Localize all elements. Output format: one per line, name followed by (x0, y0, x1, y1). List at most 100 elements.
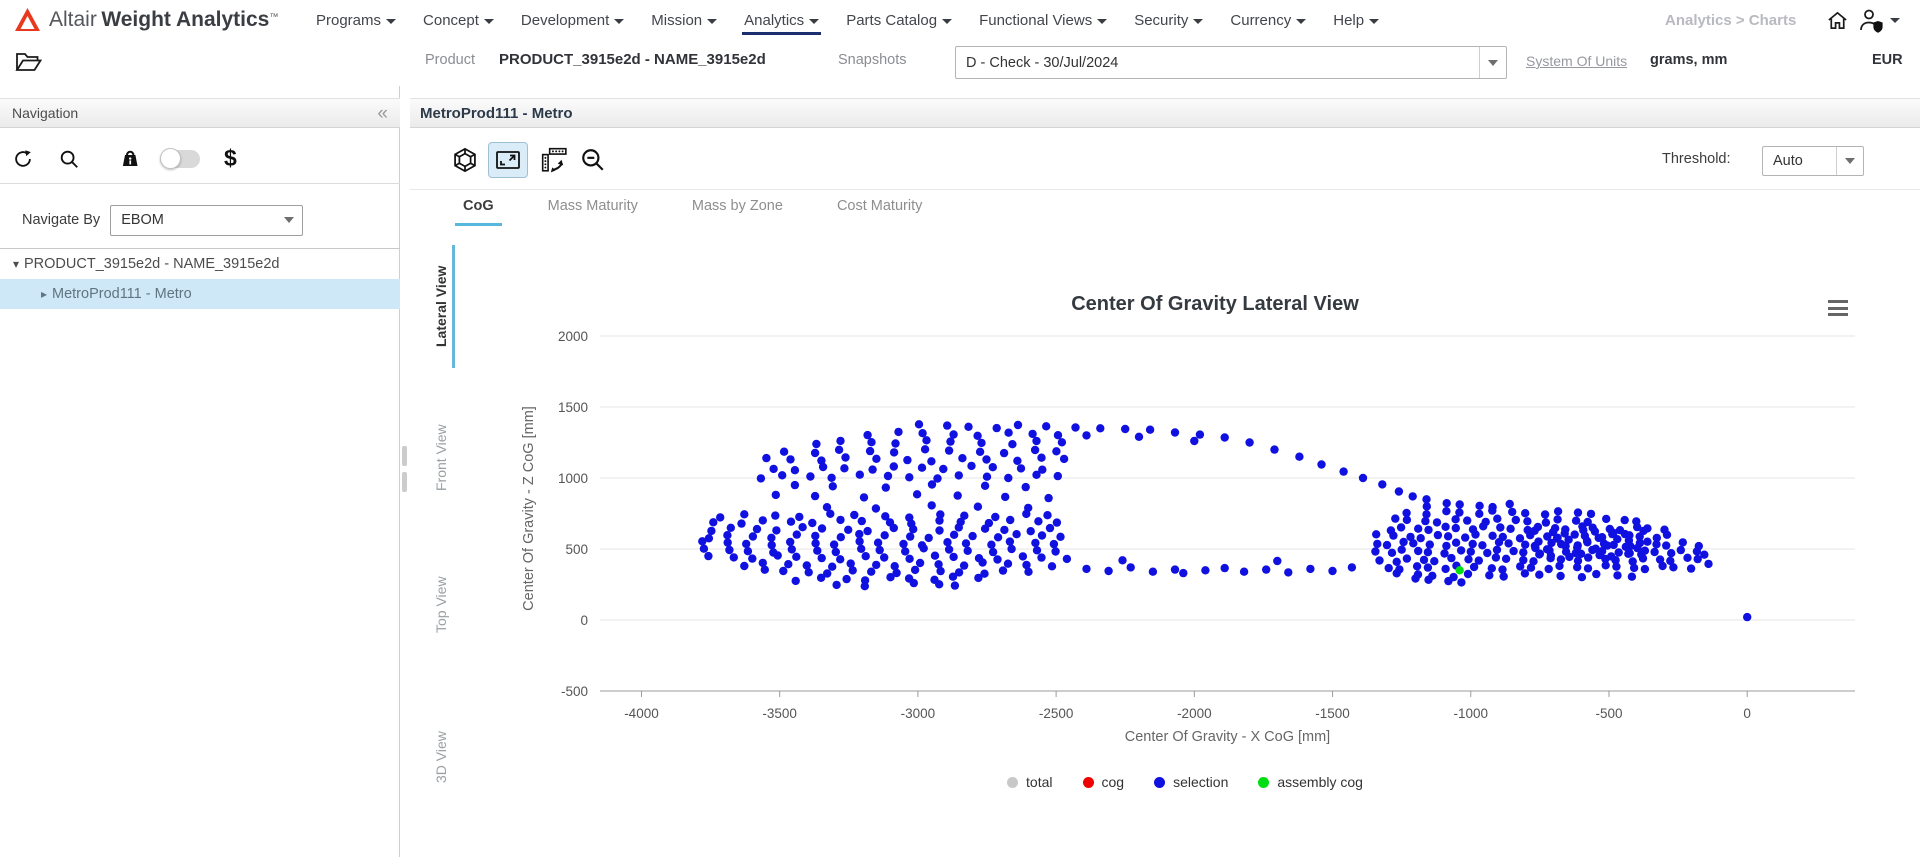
cost-button[interactable]: $ (224, 145, 237, 171)
tab-cog[interactable]: CoG (455, 196, 502, 226)
navigate-by-select-button[interactable] (275, 206, 302, 235)
tree-collapsed-caret-icon[interactable]: ▸ (40, 287, 48, 301)
legend-item-cog[interactable]: cog (1082, 774, 1124, 790)
scatter-point (1505, 499, 1514, 509)
scatter-point (795, 512, 804, 522)
scatter-point (1556, 555, 1566, 564)
tab-cost-maturity[interactable]: Cost Maturity (836, 198, 923, 214)
main-menu-bar: Programs Concept Development Mission Analyti… (316, 0, 1380, 40)
scatter-point (1121, 424, 1130, 434)
user-menu-button[interactable] (1856, 6, 1900, 34)
search-button[interactable] (58, 148, 80, 170)
scatter-point (927, 457, 936, 466)
scatter-point (914, 420, 924, 429)
scatter-point (740, 510, 749, 519)
tree-expanded-caret-icon[interactable]: ▾ (12, 257, 20, 271)
scatter-point (1382, 540, 1392, 550)
menu-help[interactable]: Help (1333, 0, 1380, 40)
scatter-point (944, 446, 954, 455)
tab-mass-by-zone[interactable]: Mass by Zone (691, 198, 783, 214)
legend-item-total[interactable]: total (1007, 774, 1053, 790)
threshold-select[interactable]: Auto (1762, 146, 1864, 176)
tree-item-product-3915e2d-name-3915e2d[interactable]: ▾ PRODUCT_3915e2d - NAME_3915e2d (0, 249, 400, 279)
scatter-point (808, 518, 817, 528)
scatter-point (872, 560, 881, 570)
scatter-point (1620, 529, 1630, 539)
scatter-point (1614, 548, 1623, 557)
breadcrumb: Analytics > Charts (1665, 11, 1797, 29)
scatter-point (863, 526, 872, 536)
scatter-point (1170, 565, 1180, 574)
menu-parts-catalog[interactable]: Parts Catalog (846, 0, 953, 40)
menu-mission[interactable]: Mission (651, 0, 718, 40)
scatter-point (1421, 516, 1430, 526)
menu-security[interactable]: Security (1134, 0, 1204, 40)
fit-view-button[interactable] (488, 142, 528, 178)
system-of-units-link[interactable]: System Of Units (1526, 53, 1628, 69)
view-tab-3d-view[interactable]: 3D View (433, 731, 449, 784)
scatter-point (723, 538, 732, 547)
tab-mass-maturity[interactable]: Mass Maturity (547, 198, 638, 214)
menu-programs[interactable]: Programs (316, 0, 397, 40)
open-product-button[interactable] (14, 48, 44, 76)
snapshot-select[interactable]: D - Check - 30/Jul/2024 (955, 46, 1507, 79)
menu-concept[interactable]: Concept (423, 0, 494, 40)
scatter-point (859, 493, 869, 502)
chart-menu-button[interactable] (1828, 300, 1848, 316)
scatter-point (872, 454, 881, 463)
snapshot-select-button[interactable] (1479, 47, 1506, 78)
scatter-point (1190, 436, 1199, 446)
scatter-point (811, 531, 820, 541)
scatter-point (903, 455, 912, 465)
collapse-panel-button[interactable]: « (377, 102, 388, 124)
legend-item-selection[interactable]: selection (1154, 774, 1228, 790)
navigate-by-select[interactable]: EBOM (110, 204, 304, 236)
menu-development[interactable]: Development (521, 0, 625, 40)
tree-item-metroprod111-metro[interactable]: ▸ MetroProd111 - Metro (0, 279, 400, 309)
menu-functional-views[interactable]: Functional Views (979, 0, 1108, 40)
splitter-handle[interactable] (402, 446, 407, 466)
app-logo[interactable]: Altair Weight Analytics™ (14, 6, 278, 33)
refresh-button[interactable] (12, 148, 34, 170)
weight-toggle-switch[interactable] (160, 147, 200, 169)
scatter-point (1016, 464, 1026, 473)
scatter-point (1601, 561, 1610, 570)
legend-item-assembly-cog[interactable]: assembly cog (1258, 774, 1363, 790)
scatter-point (1463, 516, 1472, 525)
scatter-point (1637, 550, 1646, 559)
weight-info-button[interactable] (118, 147, 142, 171)
user-shield-icon (1859, 9, 1883, 33)
threshold-select-button[interactable] (1836, 147, 1863, 175)
scatter-point (1609, 528, 1618, 537)
menu-label: Mission (651, 11, 703, 29)
menu-currency[interactable]: Currency (1230, 0, 1307, 40)
scatter-point (1650, 547, 1659, 557)
scatter-point (906, 532, 915, 541)
view-tab-front-view[interactable]: Front View (433, 424, 449, 492)
menu-analytics[interactable]: Analytics (742, 0, 822, 40)
cog-scatter-chart[interactable]: 2000 1500 1000 500 0 -500 -4000 -3500 -3000 -2500… (455, 236, 1915, 781)
scatter-point (1579, 526, 1588, 535)
scatter-point (993, 555, 1002, 564)
active-view-tab-indicator (452, 245, 455, 368)
view-tab-top-view[interactable]: Top View (433, 576, 449, 634)
wireframe-3d-button[interactable] (448, 144, 482, 176)
scatter-point (1406, 532, 1415, 542)
scatter-point (832, 580, 841, 590)
home-button[interactable] (1824, 8, 1850, 32)
scatter-point (944, 545, 954, 554)
zoom-out-button[interactable] (576, 144, 610, 176)
content-header: MetroProd111 - Metro (410, 98, 1920, 128)
y-tick-label: -500 (561, 684, 588, 699)
swap-axes-button[interactable] (536, 144, 572, 176)
scatter-point (1479, 522, 1488, 531)
scatter-point (1270, 445, 1279, 454)
view-tab-lateral-view[interactable]: Lateral View (433, 265, 449, 348)
scatter-point (905, 473, 914, 482)
splitter-handle[interactable] (402, 472, 407, 492)
scatter-point (709, 518, 718, 527)
scatter-point (1468, 539, 1477, 549)
chart-legend: total cog selection assembly cog (455, 774, 1915, 790)
x-tick-label: -1500 (1315, 706, 1350, 721)
